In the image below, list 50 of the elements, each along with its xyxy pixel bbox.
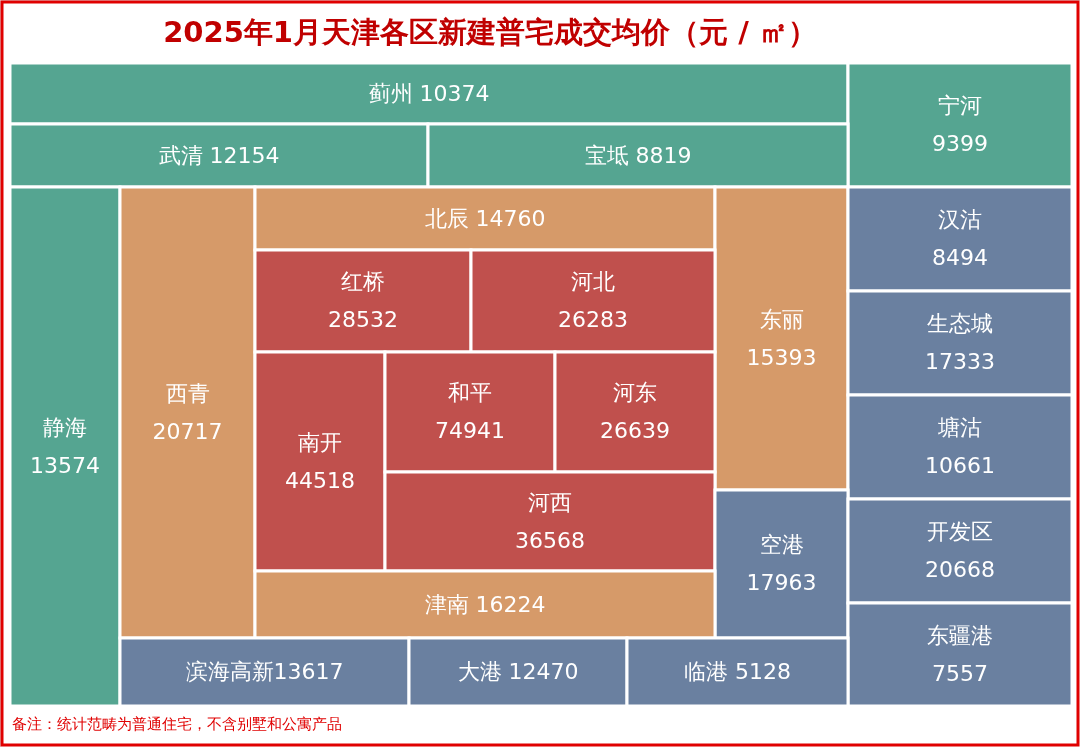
data-label: 36568 (515, 527, 585, 553)
text: 备注：统计范畴为普通住宅，不含别墅和公寓产品 (12, 715, 342, 733)
data-label: 9399 (932, 131, 988, 156)
data-label: 10374 (419, 80, 490, 106)
category-label: 大港 (457, 659, 502, 684)
data-label: 16224 (475, 591, 546, 617)
category-label: 津南 (424, 591, 469, 617)
category-label: 汉沽 (938, 207, 982, 232)
data-label: 15393 (746, 344, 817, 370)
category-label: 河西 (528, 489, 572, 515)
data-label: 20668 (925, 557, 995, 582)
data-label: 74941 (435, 418, 505, 443)
data-label: 8819 (635, 142, 692, 168)
category-label: 空港 (759, 532, 804, 557)
category-label: 滨海高新 (185, 659, 274, 684)
category-label: 开发区 (927, 519, 993, 544)
category-label: 南开 (298, 429, 342, 455)
category-label: 宝坻 (584, 142, 629, 168)
category-label: 河东 (613, 380, 657, 405)
data-label: 13617 (273, 659, 344, 684)
category-label: 和平 (448, 380, 492, 405)
data-label: 7557 (932, 660, 988, 686)
data-label: 20717 (152, 418, 223, 444)
data-label: 13574 (30, 452, 100, 478)
data-label: 28532 (328, 307, 398, 332)
category-label: 红桥 (341, 269, 385, 294)
data-label: 26639 (600, 418, 670, 443)
category-label: 河北 (571, 269, 615, 294)
data-label: 14760 (475, 205, 546, 231)
category-label: 蓟州 (368, 80, 413, 106)
category-label: 生态城 (927, 311, 993, 336)
text: 2025年1月天津各区新建普宅成交均价（元 / ㎡） (163, 15, 817, 49)
category-label: 临港 (684, 659, 728, 684)
data-label: 5128 (735, 659, 791, 684)
data-label: 17333 (925, 349, 995, 374)
data-label: 12154 (209, 142, 280, 168)
category-label: 宁河 (938, 93, 982, 118)
category-label: 塘沽 (937, 415, 982, 440)
category-label: 静海 (43, 414, 87, 440)
category-label: 东疆港 (927, 622, 993, 648)
data-label: 17963 (746, 570, 817, 595)
category-label: 北辰 (424, 205, 469, 231)
data-label: 10661 (925, 453, 995, 478)
data-label: 26283 (558, 307, 628, 332)
category-label: 东丽 (759, 306, 804, 332)
data-label: 12470 (508, 659, 579, 684)
data-label: 44518 (285, 467, 355, 493)
category-label: 武清 (158, 142, 203, 168)
data-label: 8494 (932, 245, 988, 270)
category-label: 西青 (165, 380, 210, 406)
